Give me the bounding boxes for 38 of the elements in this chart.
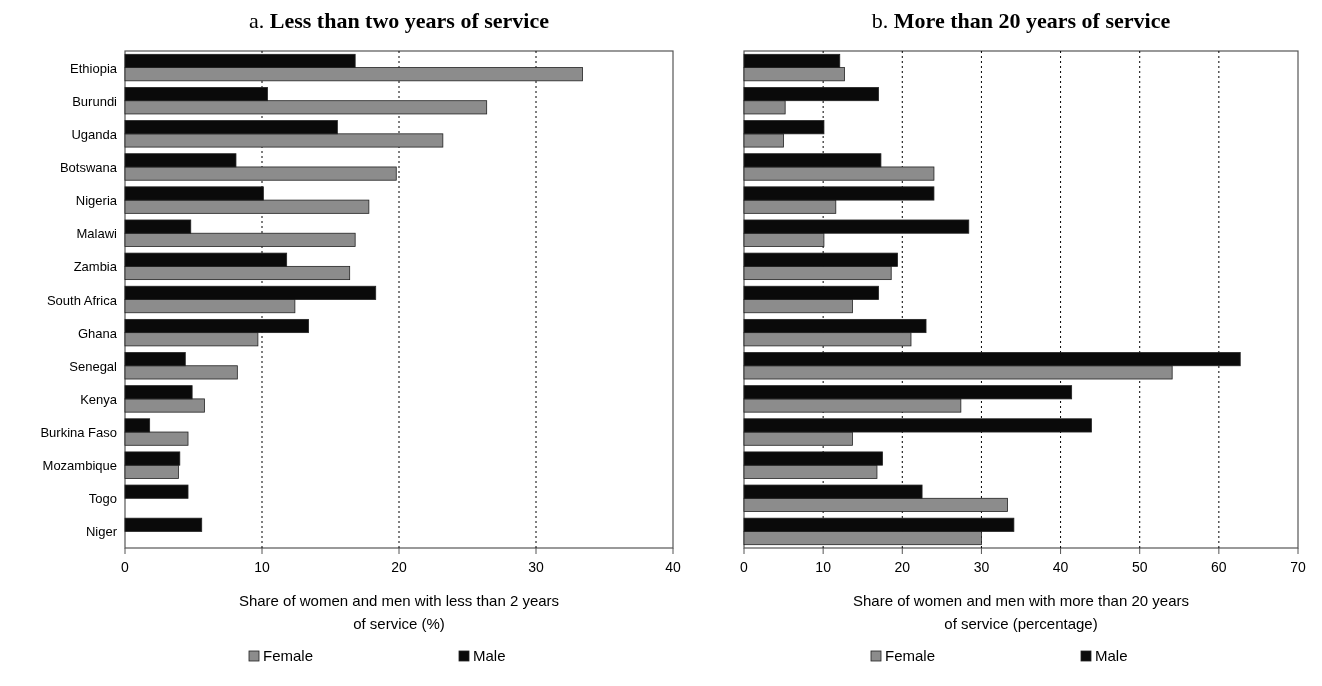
y-tick-label: Burundi — [72, 93, 118, 109]
x-tick-label: 60 — [1211, 559, 1227, 575]
x-tick-label: 40 — [1052, 559, 1069, 575]
x-tick-label: 10 — [815, 559, 832, 575]
legend-label: Male — [1095, 647, 1128, 664]
y-tick-label: Burkina Faso — [40, 425, 117, 441]
x-tick-label: 50 — [1131, 559, 1148, 575]
y-tick-label: Ethiopia — [70, 60, 118, 76]
chart-title: a. Less than two years of service — [249, 8, 550, 33]
x-tick-label: 20 — [391, 559, 407, 575]
y-tick-label: Mozambique — [42, 458, 117, 474]
y-tick-label: Nigeria — [75, 193, 118, 209]
y-tick-label: Uganda — [71, 126, 118, 142]
y-tick-label: South Africa — [46, 292, 118, 308]
y-tick-label: Ghana — [77, 325, 118, 341]
legend-label: Male — [473, 647, 506, 664]
x-tick-label: 0 — [121, 559, 130, 575]
x-tick-label: 30 — [528, 559, 544, 575]
x-tick-label: 20 — [894, 559, 911, 575]
chart-title: b. More than 20 years of service — [871, 8, 1171, 33]
x-tick-label: 70 — [1290, 559, 1306, 575]
y-tick-label: Malawi — [76, 226, 118, 242]
x-tick-label: 10 — [254, 559, 270, 575]
x-tick-label: 30 — [973, 559, 990, 575]
x-tick-label: 40 — [665, 559, 681, 575]
x-axis-title: Share of women and men with more than 20 years of service (percentage) — [852, 592, 1190, 632]
y-tick-label: Togo — [88, 491, 117, 507]
bar — [124, 484, 189, 499]
y-tick-label: Zambia — [73, 259, 118, 275]
x-axis-title: Share of women and men with less than 2 years of service (%) — [238, 592, 560, 632]
legend-label: Female — [885, 647, 936, 664]
y-tick-label: Kenya — [80, 391, 118, 407]
y-tick-label: Niger — [85, 524, 118, 540]
x-tick-label: 0 — [740, 559, 749, 575]
y-tick-label: Senegal — [69, 358, 118, 374]
legend-label: Female — [263, 647, 314, 664]
bar — [124, 517, 203, 532]
y-tick-label: Botswana — [59, 159, 118, 175]
